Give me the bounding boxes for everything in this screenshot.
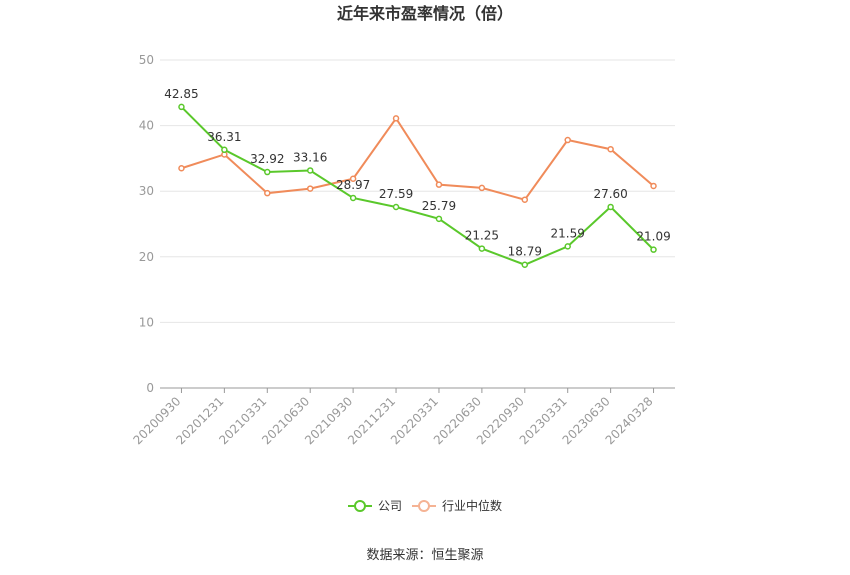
- data-label: 21.59: [551, 226, 585, 240]
- data-source: 数据来源：恒生聚源: [366, 548, 483, 563]
- data-point[interactable]: [650, 182, 657, 190]
- chart-title: 近年来市盈率情况（倍）: [337, 4, 513, 23]
- data-point[interactable]: [349, 194, 357, 202]
- data-point[interactable]: [306, 185, 314, 192]
- series-lines: [178, 103, 657, 268]
- data-label: 21.09: [636, 230, 670, 244]
- legend-label: 公司: [378, 499, 402, 513]
- y-tick-label: 20: [139, 250, 154, 264]
- data-label: 42.85: [164, 87, 198, 101]
- series-line: [180, 106, 655, 266]
- y-axis-ticks: 0 10 20 30 40 50: [139, 53, 154, 395]
- legend[interactable]: 公司 行业中位数: [348, 498, 502, 513]
- y-tick-label: 10: [139, 315, 154, 329]
- data-point[interactable]: [478, 184, 486, 192]
- data-label: 21.25: [465, 229, 499, 243]
- grid-lines: [160, 59, 675, 323]
- data-label: 18.79: [508, 245, 542, 259]
- data-point[interactable]: [564, 243, 571, 250]
- data-label: 27.59: [379, 187, 413, 201]
- legend-item-industry[interactable]: 行业中位数: [412, 498, 502, 513]
- data-point[interactable]: [178, 164, 185, 172]
- data-label: 27.60: [593, 187, 627, 201]
- y-tick-label: 30: [139, 184, 154, 198]
- data-point[interactable]: [178, 103, 185, 111]
- data-point[interactable]: [306, 167, 314, 174]
- data-point[interactable]: [392, 115, 400, 122]
- data-point[interactable]: [478, 245, 486, 252]
- legend-item-company[interactable]: 公司: [348, 499, 402, 513]
- data-point[interactable]: [607, 145, 614, 153]
- data-label: 36.31: [207, 130, 241, 144]
- data-point[interactable]: [435, 215, 443, 223]
- y-tick-label: 0: [146, 381, 154, 395]
- data-point[interactable]: [435, 181, 443, 188]
- y-tick-label: 40: [139, 119, 154, 133]
- data-point[interactable]: [392, 203, 400, 211]
- data-label: 25.79: [422, 199, 456, 213]
- x-axis: 2020093020201231202103312021063020210930…: [130, 387, 675, 447]
- series-line: [181, 116, 655, 201]
- legend-marker: [418, 500, 430, 512]
- data-label: 32.92: [250, 152, 284, 166]
- data-point[interactable]: [607, 203, 614, 211]
- data-point[interactable]: [264, 168, 271, 176]
- data-point[interactable]: [521, 196, 529, 203]
- data-point[interactable]: [521, 261, 529, 268]
- data-point[interactable]: [650, 246, 657, 253]
- data-point[interactable]: [221, 146, 228, 154]
- data-label: 28.97: [336, 178, 370, 192]
- data-labels: 42.85 36.31 32.92 33.16 28.97 27.59 25.79 21.25…: [164, 87, 670, 259]
- data-point[interactable]: [264, 189, 271, 197]
- legend-marker: [354, 500, 366, 512]
- data-point[interactable]: [349, 175, 357, 182]
- legend-label: 行业中位数: [442, 498, 502, 513]
- y-tick-label: 50: [139, 53, 154, 67]
- data-point[interactable]: [564, 136, 571, 144]
- data-label: 33.16: [293, 150, 327, 164]
